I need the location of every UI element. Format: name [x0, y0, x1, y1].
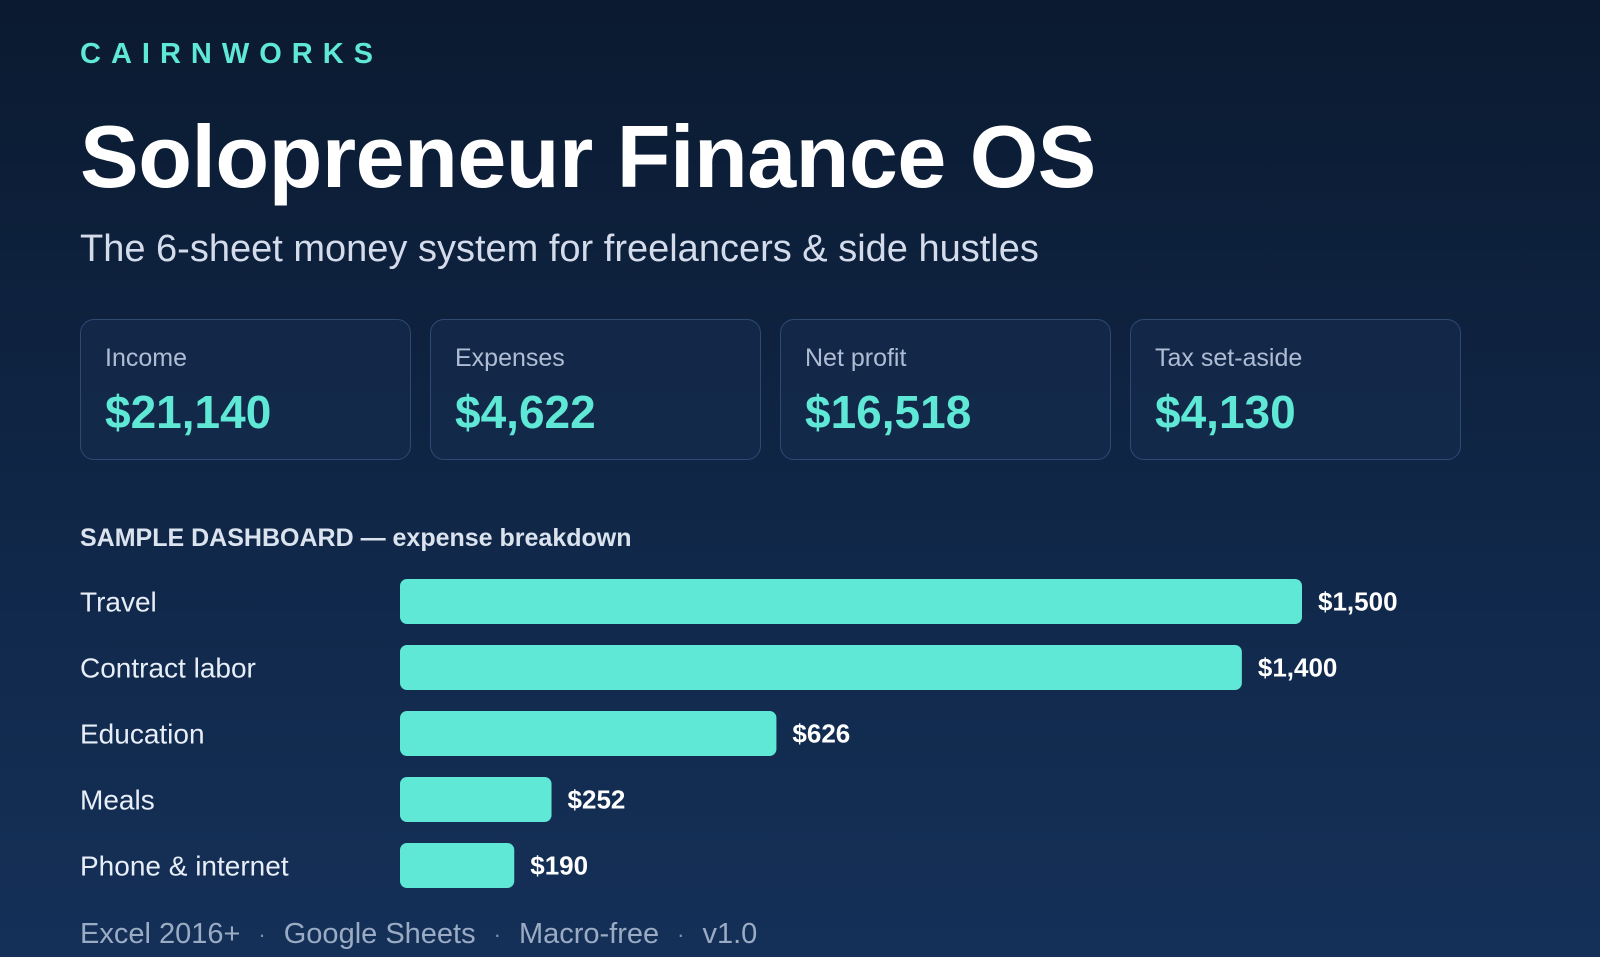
- kpi-label: Income: [105, 344, 187, 372]
- footer-compat-info: Excel 2016+ · Google Sheets · Macro-free…: [80, 918, 757, 951]
- bar-category-label: Contract labor: [80, 653, 256, 684]
- bar-category-label: Travel: [80, 587, 157, 618]
- page-title: Solopreneur Finance OS: [80, 107, 1096, 206]
- kpi-label: Expenses: [455, 344, 565, 372]
- bar-category-label: Education: [80, 719, 205, 750]
- footer-item: Macro-free: [518, 918, 660, 950]
- bar: [400, 645, 1242, 690]
- kpi-value: $16,518: [805, 386, 972, 438]
- kpi-value: $21,140: [105, 386, 272, 438]
- bar: [400, 711, 777, 756]
- kpi-card-net-profit: Net profit $16,518: [780, 319, 1111, 460]
- footer-separator: ·: [677, 921, 685, 947]
- kpi-value: $4,130: [1155, 386, 1296, 438]
- bar-value-label: $1,500: [1318, 587, 1398, 617]
- page-subtitle: The 6-sheet money system for freelancers…: [80, 228, 1039, 270]
- footer-separator: ·: [258, 921, 266, 947]
- bar-value-label: $626: [792, 719, 850, 749]
- kpi-card-expenses: Expenses $4,622: [430, 319, 761, 460]
- kpi-cards: Income $21,140 Expenses $4,622 Net profi…: [80, 319, 1461, 460]
- kpi-label: Net profit: [805, 344, 907, 372]
- kpi-card-tax-set-aside: Tax set-aside $4,130: [1130, 319, 1461, 460]
- footer-separator: ·: [493, 921, 501, 947]
- bar-value-label: $1,400: [1258, 653, 1338, 683]
- bar-category-label: Meals: [80, 785, 155, 816]
- bar-value-label: $190: [530, 851, 588, 881]
- footer-item: v1.0: [702, 918, 758, 950]
- bar: [400, 579, 1302, 624]
- expense-bar-chart: Travel $1,500 Contract labor $1,400 Educatio…: [80, 579, 1398, 888]
- kpi-label: Tax set-aside: [1155, 344, 1303, 372]
- bar-category-label: Phone & internet: [80, 851, 289, 882]
- footer-item: Excel 2016+: [80, 918, 241, 950]
- kpi-card-income: Income $21,140: [80, 319, 411, 460]
- chart-title: SAMPLE DASHBOARD — expense breakdown: [80, 524, 632, 552]
- bar-value-label: $252: [568, 785, 626, 815]
- kpi-value: $4,622: [455, 386, 596, 438]
- bar: [400, 843, 515, 888]
- brand-name: CAIRNWORKS: [80, 38, 383, 70]
- bar: [400, 777, 552, 822]
- footer-item: Google Sheets: [283, 918, 476, 950]
